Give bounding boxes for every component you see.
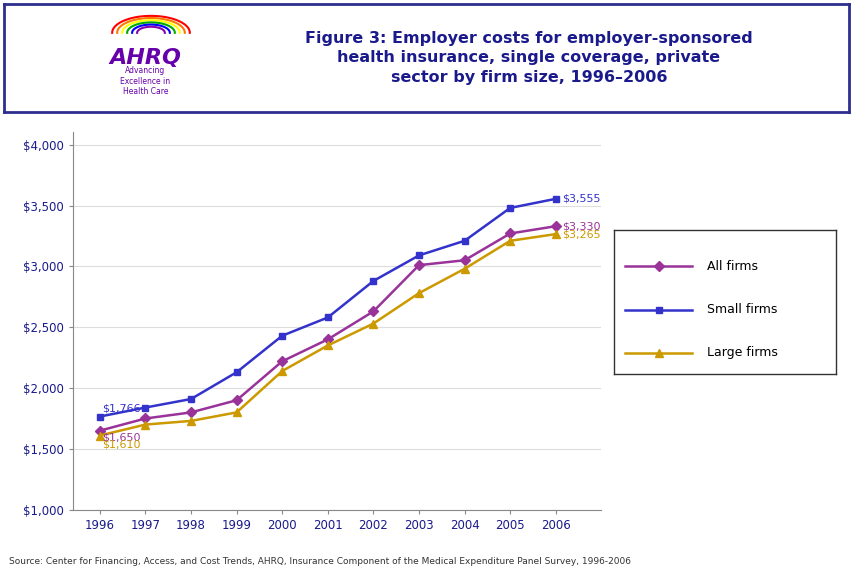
Text: Large firms: Large firms [706, 346, 777, 359]
Text: Figure 3: Employer costs for employer-sponsored
health insurance, single coverag: Figure 3: Employer costs for employer-sp… [305, 31, 751, 85]
Line: Large firms: Large firms [95, 230, 559, 439]
Text: $1,610: $1,610 [102, 440, 141, 450]
All firms [459, 257, 469, 264]
Small firms [322, 314, 332, 321]
Large firms [322, 342, 332, 349]
Large firms [141, 421, 151, 428]
All firms [550, 223, 561, 230]
Large firms [550, 230, 561, 237]
Small firms [277, 332, 287, 339]
Small firms [368, 278, 378, 285]
All firms [277, 358, 287, 365]
Large firms [186, 418, 196, 425]
All firms [141, 415, 151, 422]
Small firms [186, 396, 196, 403]
Small firms [231, 369, 241, 376]
All firms [322, 336, 332, 343]
Large firms [504, 237, 515, 244]
Small firms [95, 413, 105, 420]
Text: $1,650: $1,650 [102, 433, 141, 442]
All firms [231, 397, 241, 404]
All firms [504, 230, 515, 237]
Large firms [368, 320, 378, 327]
All firms [368, 308, 378, 315]
Text: $3,330: $3,330 [562, 221, 601, 231]
Text: $3,265: $3,265 [562, 229, 601, 239]
Text: 🦅: 🦅 [44, 46, 62, 74]
Text: $1,766: $1,766 [102, 404, 141, 414]
Large firms [231, 409, 241, 416]
Text: Source: Center for Financing, Access, and Cost Trends, AHRQ, Insurance Component: Source: Center for Financing, Access, an… [9, 556, 630, 566]
Text: AHRQ: AHRQ [109, 48, 181, 68]
Large firms [459, 266, 469, 272]
All firms [413, 262, 423, 268]
Text: $3,555: $3,555 [562, 194, 601, 204]
All firms [186, 409, 196, 416]
Small firms [141, 404, 151, 411]
Line: Small firms: Small firms [96, 195, 559, 420]
Small firms [550, 195, 561, 202]
Small firms [504, 204, 515, 211]
Large firms [413, 290, 423, 297]
Large firms [277, 367, 287, 374]
All firms [95, 427, 105, 434]
Text: Advancing
Excellence in
Health Care: Advancing Excellence in Health Care [120, 66, 170, 96]
Text: Small firms: Small firms [706, 303, 777, 316]
Text: All firms: All firms [706, 260, 757, 273]
Large firms [95, 432, 105, 439]
Line: All firms: All firms [96, 223, 559, 434]
Small firms [459, 237, 469, 244]
Small firms [413, 252, 423, 259]
